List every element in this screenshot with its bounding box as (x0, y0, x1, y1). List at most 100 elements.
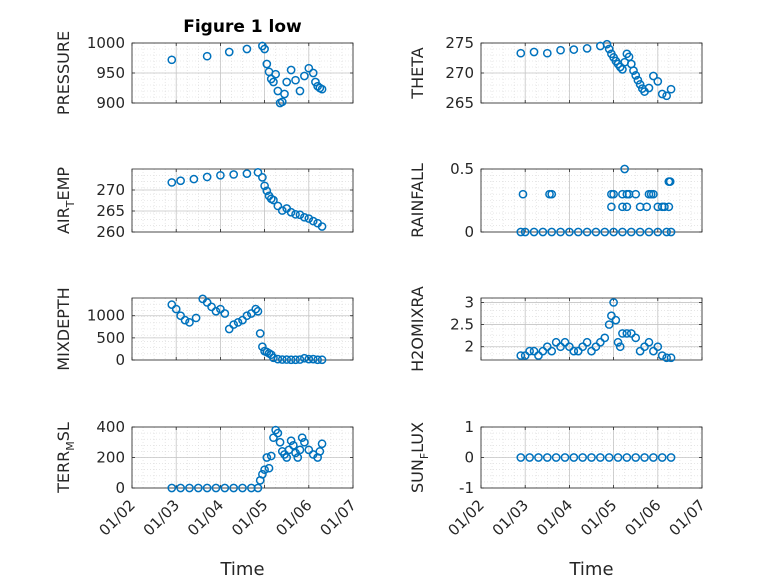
y-tick-label: 400 (96, 418, 125, 436)
data-point (260, 181, 269, 191)
data-point (269, 433, 278, 443)
data-point (534, 453, 543, 462)
y-axis-label: TERRMSL (54, 422, 77, 494)
data-point (573, 346, 583, 356)
y-axis-label: AIRTEMP (54, 167, 77, 234)
data-point (202, 172, 212, 182)
data-point (520, 227, 530, 237)
data-point (582, 44, 592, 53)
data-point (260, 44, 269, 54)
data-point (229, 483, 239, 493)
data-point (211, 483, 221, 493)
y-tick-label: 0 (464, 223, 474, 241)
x-tick-label: 01/06 (272, 496, 315, 539)
x-tick-label: 01/02 (96, 496, 139, 539)
data-point (300, 437, 309, 447)
data-point (607, 311, 616, 321)
data-markers (167, 294, 327, 365)
data-point (604, 453, 614, 462)
data-point (258, 469, 267, 479)
data-point (308, 216, 318, 226)
data-point (538, 346, 548, 356)
data-point (262, 453, 272, 462)
y-tick-label: -1 (459, 479, 474, 497)
data-point (653, 77, 663, 86)
subplot-6: 2 2.5 3 H2OMIXRA (408, 286, 703, 372)
data-point (666, 353, 676, 363)
data-point (649, 71, 658, 81)
data-point (640, 342, 649, 352)
y-tick-label: 275 (445, 34, 474, 52)
data-point (631, 189, 641, 199)
data-point (629, 66, 638, 75)
data-point (282, 355, 292, 364)
data-point (202, 483, 212, 493)
axes-box (480, 168, 703, 233)
data-point (618, 329, 627, 338)
data-point (304, 63, 314, 73)
data-point (556, 342, 565, 352)
y-tick-label: 265 (96, 202, 125, 220)
data-point (202, 51, 212, 61)
data-point (171, 304, 181, 314)
y-tick-label: 0 (115, 479, 125, 497)
data-point (542, 342, 552, 352)
data-point (565, 342, 574, 352)
data-point (529, 47, 539, 57)
data-point (311, 77, 320, 87)
data-point (611, 315, 621, 325)
data-point (542, 48, 552, 58)
data-point (547, 189, 557, 199)
data-point (626, 227, 636, 237)
data-point (578, 453, 588, 462)
data-point (622, 453, 632, 462)
y-tick-label: 2 (464, 338, 474, 356)
data-point (609, 189, 618, 199)
y-axis-label: RAINFALL (408, 163, 427, 238)
data-point (609, 227, 618, 237)
data-point (595, 337, 605, 347)
data-point (282, 453, 292, 462)
data-markers (516, 39, 676, 101)
y-tick-label: 270 (445, 64, 474, 82)
data-point (300, 212, 309, 222)
data-point (560, 337, 570, 347)
axes-box (131, 297, 354, 361)
data-markers (167, 168, 327, 231)
data-point (211, 306, 221, 316)
data-point (304, 445, 314, 455)
data-point (313, 355, 322, 365)
x-tick-label: 01/02 (445, 496, 488, 539)
y-tick-label: 500 (96, 329, 125, 347)
data-point (662, 91, 671, 101)
data-point (315, 447, 325, 456)
data-point (587, 453, 596, 462)
data-point (273, 354, 283, 364)
data-point (665, 177, 675, 186)
data-point (556, 45, 565, 55)
subplot-7: 0 200 400 01/02 01/03 01/04 01/05 01/06 01/07 TER… (54, 418, 360, 580)
data-point (582, 337, 592, 347)
data-point (280, 89, 289, 99)
data-point (653, 342, 663, 352)
data-point (295, 355, 305, 364)
data-point (529, 346, 539, 356)
data-point (662, 227, 671, 237)
data-point (613, 337, 623, 347)
x-tick-label: 01/04 (533, 496, 576, 539)
data-point (569, 45, 579, 54)
data-point (167, 55, 177, 65)
data-point (516, 227, 526, 237)
data-point (635, 227, 645, 237)
data-point (191, 313, 201, 323)
data-point (529, 227, 539, 237)
data-point (220, 483, 230, 493)
data-point (216, 170, 225, 180)
y-tick-label: 3 (464, 293, 474, 311)
data-point (295, 86, 305, 96)
data-point (216, 304, 225, 314)
data-point (317, 222, 327, 231)
data-point (258, 342, 267, 352)
y-tick-label: 1000 (87, 34, 125, 52)
data-point (176, 311, 185, 321)
